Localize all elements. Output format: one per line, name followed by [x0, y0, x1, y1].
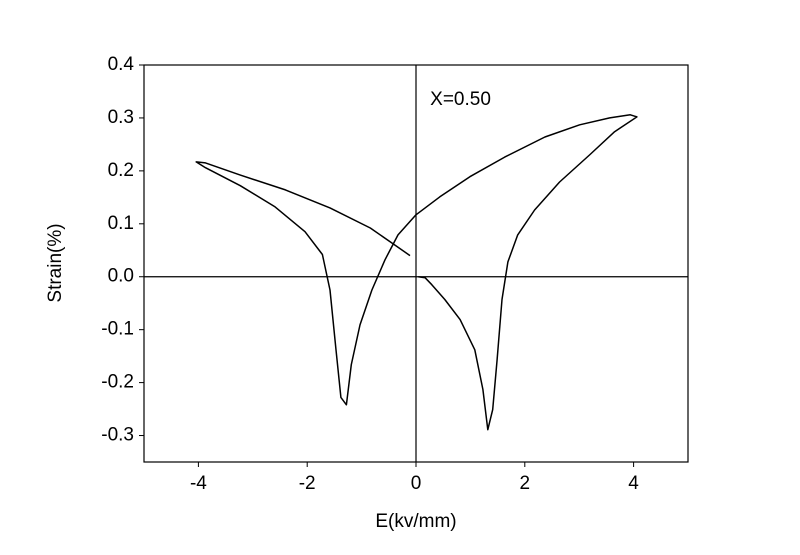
y-tick-label: 0.1	[108, 213, 134, 234]
y-tick-label: 0.2	[108, 160, 134, 181]
y-tick-label: -0.2	[101, 372, 134, 393]
x-tick-label: 4	[628, 473, 639, 494]
x-axis-label: E(kv/mm)	[375, 511, 456, 532]
x-tick-label: -4	[190, 473, 207, 494]
y-tick-label: 0.3	[108, 107, 134, 128]
data-line	[195, 114, 638, 431]
annotation: X=0.50	[430, 89, 491, 110]
y-tick-label: -0.3	[101, 425, 134, 446]
y-axis-label: Strain(%)	[45, 223, 66, 302]
y-tick-label: -0.1	[101, 319, 134, 340]
x-tick-label: 2	[520, 473, 531, 494]
y-tick-label: 0.0	[108, 266, 134, 287]
y-tick-label: 0.4	[108, 54, 135, 75]
x-tick-label: -2	[299, 473, 316, 494]
x-tick-label: 0	[411, 473, 422, 494]
